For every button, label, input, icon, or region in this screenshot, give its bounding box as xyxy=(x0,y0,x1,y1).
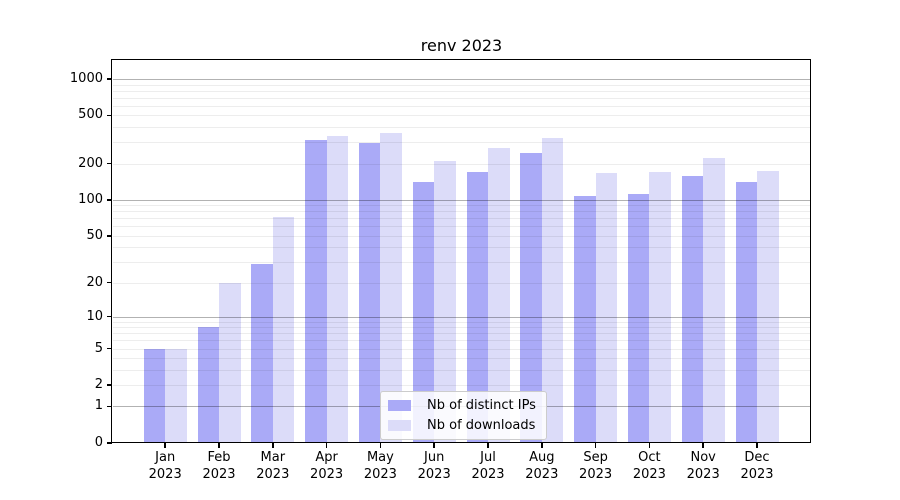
x-tick-label-nov: Nov 2023 xyxy=(686,450,720,482)
x-tick-label-oct: Oct 2023 xyxy=(632,450,666,482)
x-tick-jun xyxy=(433,443,435,448)
legend-swatch-distinct-ips xyxy=(388,400,411,411)
x-tick-dec xyxy=(756,443,758,448)
chart-title: renv 2023 xyxy=(420,36,503,55)
x-tick-label-jan: Jan 2023 xyxy=(148,450,182,482)
x-tick-label-jul: Jul 2023 xyxy=(471,450,505,482)
legend-label-distinct-ips: Nb of distinct IPs xyxy=(427,398,536,413)
x-tick-label-mar: Mar 2023 xyxy=(256,450,290,482)
legend-swatch-downloads xyxy=(388,420,411,431)
x-tick-sep xyxy=(594,443,597,448)
legend-label-downloads: Nb of downloads xyxy=(427,418,536,433)
x-tick-jul xyxy=(487,443,489,448)
y-tick-label-50: 50 xyxy=(86,227,103,243)
y-tick-label-5: 5 xyxy=(94,340,103,356)
x-tick-mar xyxy=(272,443,274,448)
x-tick-may xyxy=(379,443,382,448)
x-tick-aug xyxy=(541,443,543,448)
x-tick-feb xyxy=(218,443,220,448)
y-tick-label-10: 10 xyxy=(86,308,103,324)
y-tick-label-200: 200 xyxy=(78,155,103,171)
y-tick-label-1: 1 xyxy=(94,398,103,414)
y-tick-label-20: 20 xyxy=(86,274,103,290)
y-tick-label-100: 100 xyxy=(78,191,103,207)
y-tick-label-2: 2 xyxy=(94,377,103,393)
x-tick-nov xyxy=(702,443,704,448)
legend-row-downloads: Nb of downloads xyxy=(388,418,536,433)
x-tick-label-feb: Feb 2023 xyxy=(202,450,236,482)
legend: Nb of distinct IPs Nb of downloads xyxy=(380,391,547,440)
y-tick-label-500: 500 xyxy=(78,107,103,123)
x-tick-label-jun: Jun 2023 xyxy=(417,450,451,482)
x-tick-label-aug: Aug 2023 xyxy=(525,450,559,482)
x-tick-label-apr: Apr 2023 xyxy=(310,450,344,482)
x-tick-jan xyxy=(164,443,166,448)
x-tick-apr xyxy=(325,443,328,448)
x-tick-label-may: May 2023 xyxy=(363,450,397,482)
x-tick-oct xyxy=(648,443,651,448)
plot-frame xyxy=(111,59,811,443)
x-tick-label-sep: Sep 2023 xyxy=(579,450,613,482)
legend-row-distinct-ips: Nb of distinct IPs xyxy=(388,398,536,413)
y-tick-label-1000: 1000 xyxy=(69,70,103,86)
y-tick-label-0: 0 xyxy=(94,435,103,450)
x-tick-label-dec: Dec 2023 xyxy=(740,450,774,482)
